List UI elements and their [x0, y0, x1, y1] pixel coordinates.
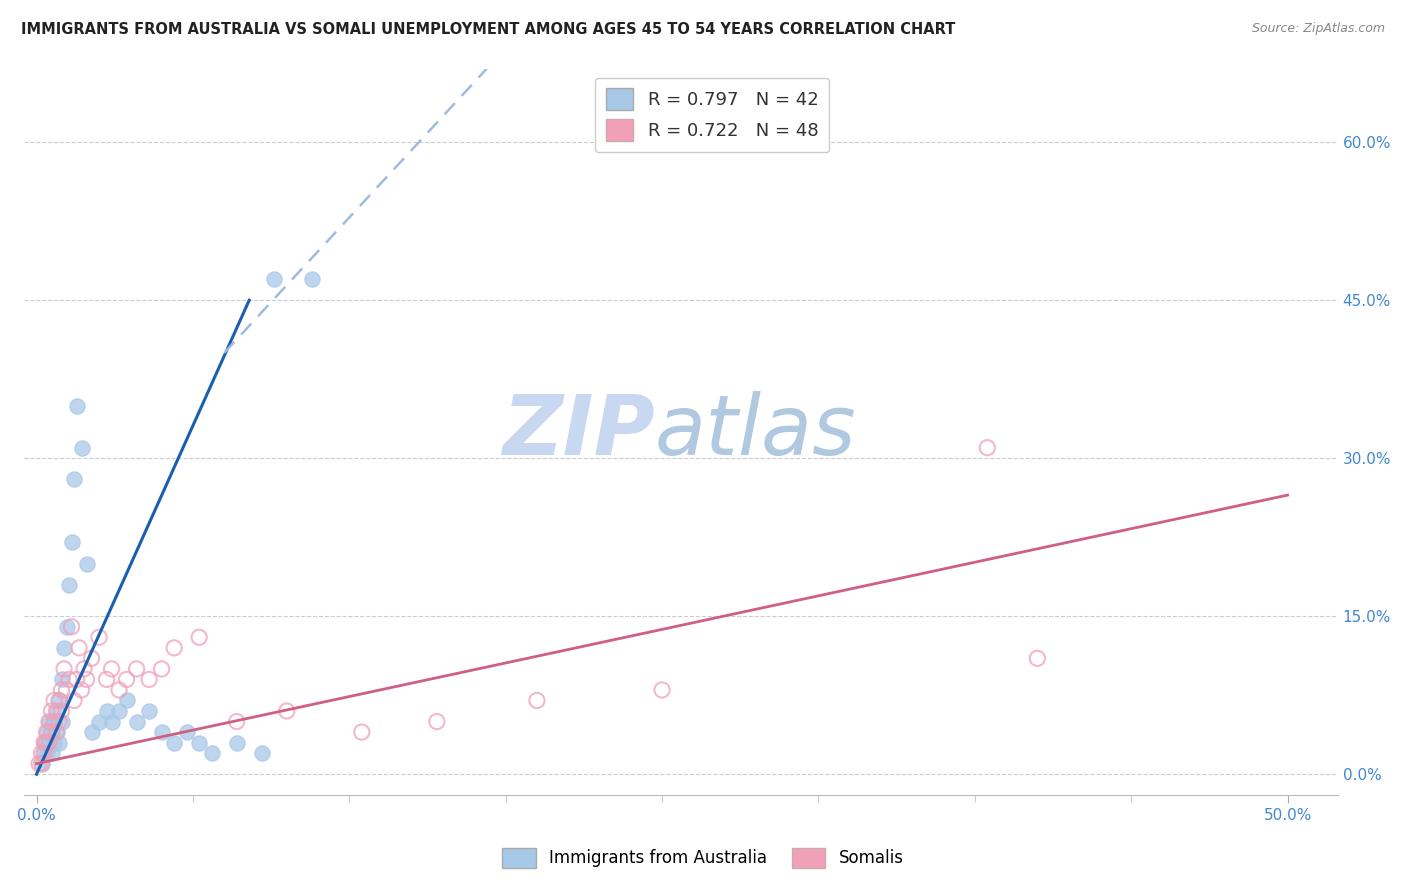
- Point: [41, 746, 63, 760]
- Point: [150, 662, 173, 676]
- Point: [115, 673, 138, 687]
- Point: [1026, 651, 1049, 665]
- Legend: Immigrants from Australia, Somalis: Immigrants from Australia, Somalis: [496, 841, 910, 875]
- Point: [176, 725, 198, 739]
- Point: [51, 673, 73, 687]
- Point: [58, 673, 80, 687]
- Point: [115, 693, 138, 707]
- Point: [38, 714, 60, 729]
- Point: [35, 725, 58, 739]
- Point: [31, 756, 53, 771]
- Point: [63, 472, 86, 486]
- Point: [188, 630, 211, 644]
- Point: [32, 746, 55, 760]
- Point: [63, 693, 86, 707]
- Text: IMMIGRANTS FROM AUSTRALIA VS SOMALI UNEMPLOYMENT AMONG AGES 45 TO 54 YEARS CORRE: IMMIGRANTS FROM AUSTRALIA VS SOMALI UNEM…: [21, 22, 956, 37]
- Point: [263, 272, 285, 286]
- Point: [65, 399, 87, 413]
- Point: [38, 736, 60, 750]
- Point: [48, 693, 70, 707]
- Point: [32, 736, 55, 750]
- Point: [58, 577, 80, 591]
- Point: [108, 704, 131, 718]
- Text: atlas: atlas: [655, 392, 856, 473]
- Point: [32, 746, 55, 760]
- Point: [70, 682, 93, 697]
- Point: [100, 714, 122, 729]
- Point: [48, 714, 70, 729]
- Point: [53, 662, 76, 676]
- Point: [60, 535, 83, 549]
- Point: [51, 682, 73, 697]
- Point: [41, 725, 63, 739]
- Point: [38, 736, 60, 750]
- Point: [976, 441, 998, 455]
- Point: [53, 640, 76, 655]
- Legend: R = 0.797   N = 42, R = 0.722   N = 48: R = 0.797 N = 42, R = 0.722 N = 48: [596, 78, 830, 153]
- Text: Source: ZipAtlas.com: Source: ZipAtlas.com: [1251, 22, 1385, 36]
- Point: [28, 756, 51, 771]
- Point: [45, 725, 67, 739]
- Point: [73, 662, 96, 676]
- Point: [80, 651, 103, 665]
- Point: [31, 756, 53, 771]
- Point: [35, 736, 58, 750]
- Point: [51, 714, 73, 729]
- Point: [225, 736, 247, 750]
- Point: [76, 557, 98, 571]
- Point: [42, 736, 65, 750]
- Point: [42, 714, 65, 729]
- Point: [35, 725, 58, 739]
- Point: [45, 704, 67, 718]
- Point: [76, 673, 98, 687]
- Point: [125, 662, 148, 676]
- Point: [32, 736, 55, 750]
- Point: [55, 682, 77, 697]
- Point: [45, 704, 67, 718]
- Point: [87, 630, 110, 644]
- Point: [80, 725, 103, 739]
- Point: [276, 704, 298, 718]
- Point: [45, 725, 67, 739]
- Point: [38, 714, 60, 729]
- Point: [201, 746, 224, 760]
- Point: [67, 640, 90, 655]
- Point: [163, 736, 186, 750]
- Point: [108, 682, 131, 697]
- Point: [48, 736, 70, 750]
- Point: [426, 714, 449, 729]
- Point: [42, 714, 65, 729]
- Point: [350, 725, 373, 739]
- Point: [150, 725, 173, 739]
- Text: ZIP: ZIP: [502, 392, 655, 473]
- Point: [55, 620, 77, 634]
- Point: [51, 704, 73, 718]
- Point: [60, 620, 83, 634]
- Point: [35, 746, 58, 760]
- Point: [87, 714, 110, 729]
- Point: [41, 725, 63, 739]
- Point: [70, 441, 93, 455]
- Point: [138, 673, 160, 687]
- Point: [301, 272, 323, 286]
- Point: [31, 746, 53, 760]
- Point: [65, 673, 87, 687]
- Point: [651, 682, 673, 697]
- Point: [41, 704, 63, 718]
- Point: [250, 746, 273, 760]
- Point: [225, 714, 247, 729]
- Point: [42, 693, 65, 707]
- Point: [125, 714, 148, 729]
- Point: [96, 704, 118, 718]
- Point: [138, 704, 160, 718]
- Point: [163, 640, 186, 655]
- Point: [96, 673, 118, 687]
- Point: [526, 693, 548, 707]
- Point: [100, 662, 122, 676]
- Point: [48, 693, 70, 707]
- Point: [188, 736, 211, 750]
